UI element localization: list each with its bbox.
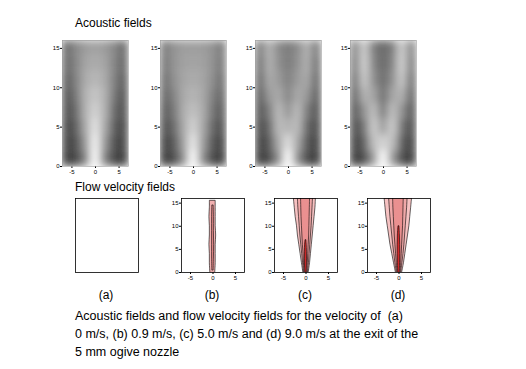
svg-text:-5: -5	[69, 169, 75, 175]
svg-text:5: 5	[175, 246, 179, 252]
svg-text:0: 0	[344, 163, 348, 169]
svg-text:0: 0	[382, 169, 386, 175]
svg-text:5: 5	[326, 275, 330, 281]
svg-text:0: 0	[94, 169, 98, 175]
svg-text:5: 5	[249, 124, 253, 130]
svg-text:15: 15	[357, 200, 364, 206]
svg-text:0: 0	[304, 275, 308, 281]
svg-text:5: 5	[268, 246, 272, 252]
html-text:Flow velocity fields: Flow velocity fields	[75, 180, 175, 194]
svg-text:10: 10	[53, 85, 60, 91]
svg-text:10: 10	[264, 223, 271, 229]
svg-text:10: 10	[151, 85, 158, 91]
svg-text:5: 5	[117, 169, 121, 175]
html-text:Acoustic fields and flow veloc: Acoustic fields and flow velocity fields…	[75, 309, 403, 323]
html-text:5 mm ogive nozzle: 5 mm ogive nozzle	[75, 345, 180, 359]
svg-text:5: 5	[154, 124, 158, 130]
svg-text:-5: -5	[280, 275, 286, 281]
svg-text:0: 0	[211, 275, 215, 281]
svg-text:15: 15	[53, 45, 60, 51]
svg-text:15: 15	[341, 45, 348, 51]
svg-text:-5: -5	[187, 275, 193, 281]
html-text:0 m/s, (b) 0.9 m/s, (c) 5.0 m/: 0 m/s, (b) 0.9 m/s, (c) 5.0 m/s and (d) …	[75, 327, 419, 341]
svg-text:5: 5	[310, 169, 314, 175]
svg-text:5: 5	[215, 169, 219, 175]
svg-text:5: 5	[344, 124, 348, 130]
svg-text:15: 15	[264, 200, 271, 206]
svg-text:10: 10	[341, 85, 348, 91]
svg-text:0: 0	[154, 163, 158, 169]
svg-text:0: 0	[192, 169, 196, 175]
svg-text:-5: -5	[357, 169, 363, 175]
html-text:(d): (d)	[390, 288, 406, 302]
svg-text:5: 5	[233, 275, 237, 281]
svg-text:15: 15	[151, 45, 158, 51]
svg-text:0: 0	[361, 269, 365, 275]
svg-text:0: 0	[249, 163, 253, 169]
svg-text:5: 5	[419, 275, 423, 281]
html-text:(a): (a)	[98, 288, 114, 302]
svg-text:10: 10	[171, 223, 178, 229]
html-text:(b): (b)	[204, 288, 220, 302]
svg-text:0: 0	[268, 269, 272, 275]
svg-text:0: 0	[56, 163, 60, 169]
svg-text:15: 15	[246, 45, 253, 51]
svg-text:10: 10	[357, 223, 364, 229]
svg-text:5: 5	[405, 169, 409, 175]
svg-text:0: 0	[397, 275, 401, 281]
html-text:(c): (c)	[298, 288, 312, 302]
html-text:Acoustic fields: Acoustic fields	[75, 16, 152, 30]
svg-text:15: 15	[171, 200, 178, 206]
svg-text:0: 0	[175, 269, 179, 275]
svg-text:5: 5	[56, 124, 60, 130]
svg-text:-5: -5	[167, 169, 173, 175]
svg-text:-5: -5	[373, 275, 379, 281]
svg-text:5: 5	[361, 246, 365, 252]
svg-text:0: 0	[287, 169, 291, 175]
svg-text:10: 10	[246, 85, 253, 91]
svg-text:-5: -5	[262, 169, 268, 175]
